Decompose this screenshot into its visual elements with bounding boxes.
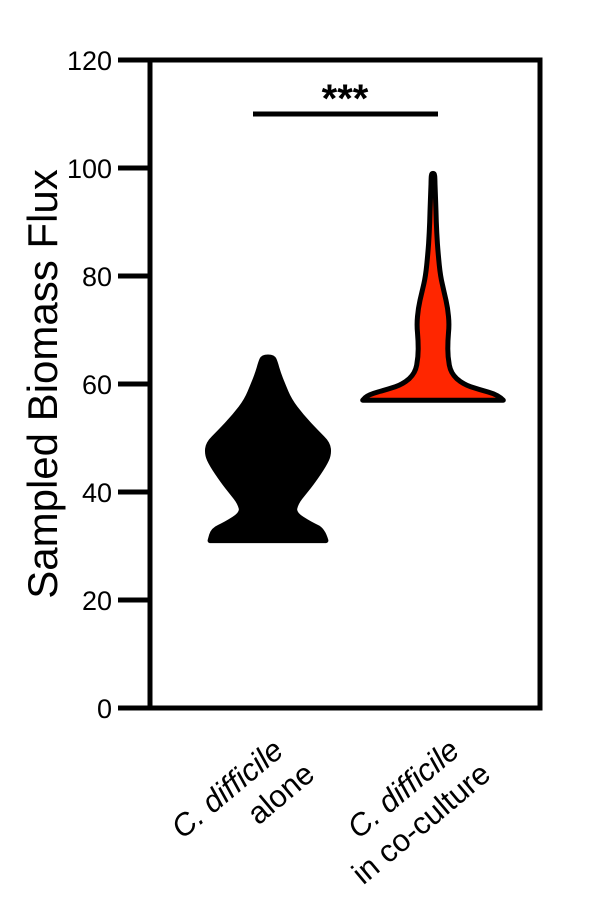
category-label-alone: C. difficile alone (164, 727, 320, 875)
plot-frame (147, 57, 543, 711)
y-tick-label: 80 (82, 262, 112, 292)
violin-alone (204, 354, 332, 544)
significance-label: *** (322, 77, 369, 121)
y-tick-label: 120 (67, 46, 112, 76)
violins (204, 170, 506, 544)
y-tick-label: 20 (82, 586, 112, 616)
y-tick-label: 60 (82, 370, 112, 400)
y-axis-ticks: 0 20 40 60 80 100 120 (67, 46, 150, 724)
category-label-co-culture: C. difficile in co-culture (321, 727, 497, 891)
y-tick-label: 40 (82, 478, 112, 508)
y-axis-title: Sampled Biomass Flux (19, 169, 66, 599)
violin-co-culture (360, 170, 506, 403)
y-tick-label: 100 (67, 154, 112, 184)
y-tick-label: 0 (97, 694, 112, 724)
